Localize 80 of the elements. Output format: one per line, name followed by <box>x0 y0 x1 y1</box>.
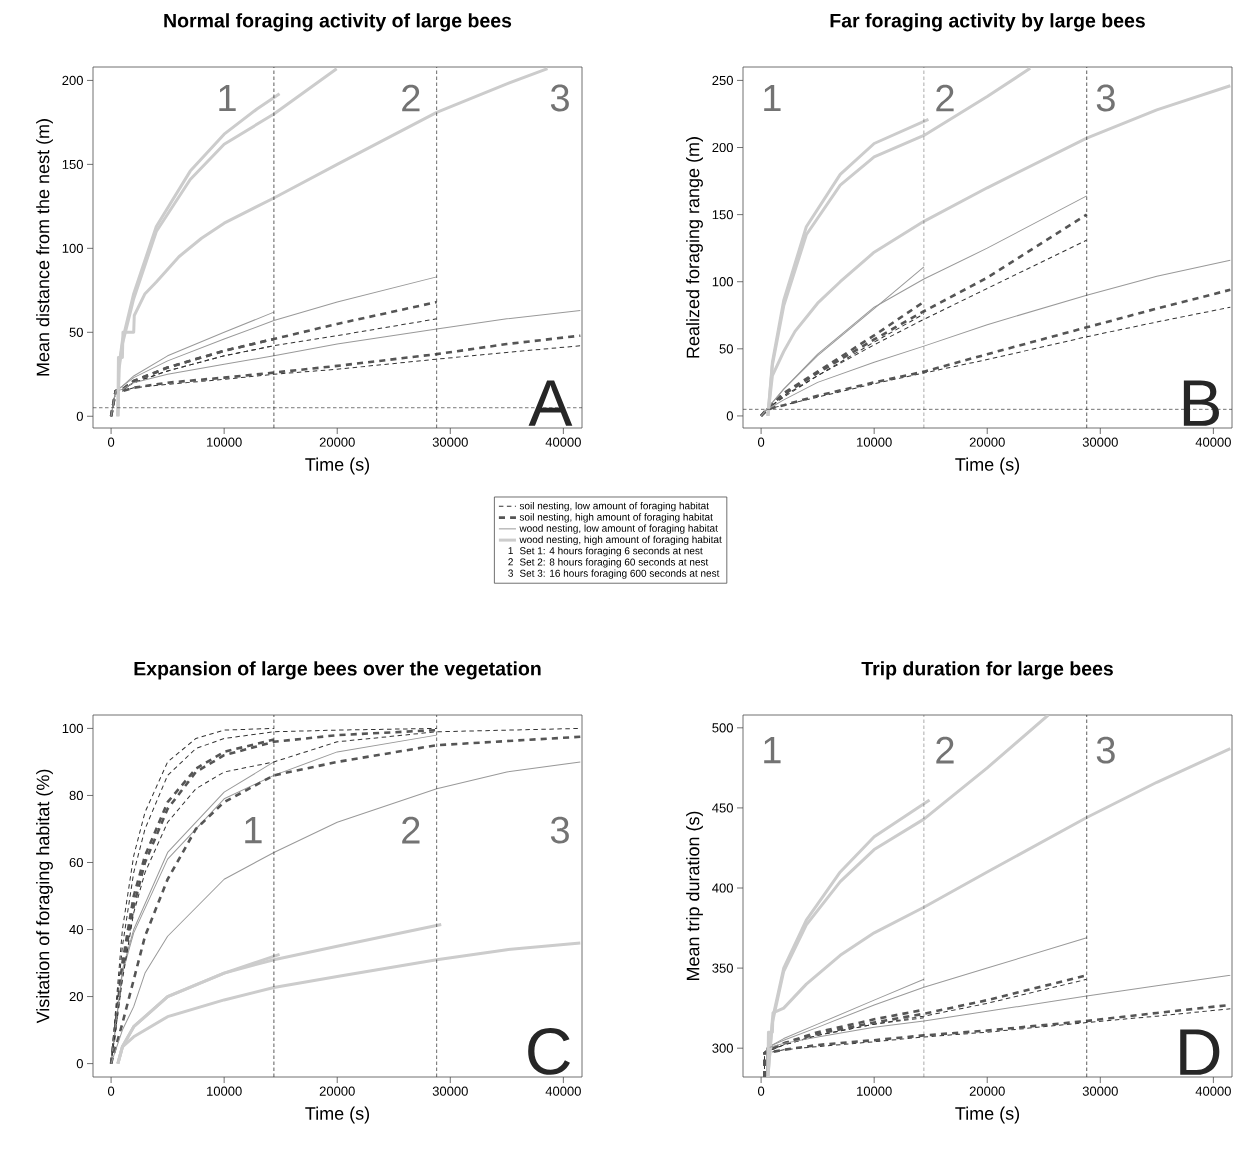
y-axis-title: Visitation of foraging habitat (%) <box>36 769 53 1024</box>
text: Set 2: 8 hours foraging 60 seconds at nest <box>519 558 709 568</box>
annotation: 3 <box>1096 736 1115 764</box>
annotation: 2 <box>402 84 420 112</box>
x-tick-label: 20000 <box>969 437 1005 447</box>
y-tick-label: 100 <box>712 277 733 287</box>
x-axis-title: Time (s) <box>305 457 370 475</box>
y-tick-label: 80 <box>69 790 83 801</box>
x-axis-title: Time (s) <box>955 1106 1020 1124</box>
y-tick-label: 200 <box>712 142 733 153</box>
annotation: 2 <box>936 736 954 764</box>
x-tick-label: 10000 <box>857 437 892 447</box>
y-tick-label: 50 <box>719 344 733 354</box>
y-tick-label: 150 <box>712 210 733 220</box>
y-tick-label: 50 <box>69 327 83 337</box>
chart-title: Expansion of large bees over the vegetation <box>134 661 541 680</box>
x-axis-title: Time (s) <box>305 1106 370 1124</box>
x-tick-label: 20000 <box>319 1086 355 1096</box>
y-tick-label: 200 <box>62 75 83 86</box>
x-tick-label: 10000 <box>207 437 242 447</box>
y-tick-label: 20 <box>69 991 83 1002</box>
annotation: 1 <box>245 817 262 844</box>
y-tick-label: 100 <box>62 723 83 734</box>
x-tick-label: 30000 <box>1082 437 1118 447</box>
y-tick-label: 500 <box>712 723 733 733</box>
legend-label: soil nesting, high amount of foraging habitat <box>519 513 713 523</box>
x-tick-label: 20000 <box>319 437 355 447</box>
x-tick-label: 40000 <box>1195 437 1231 447</box>
annotation: 3 <box>1096 84 1115 112</box>
annotation: B <box>1183 380 1219 426</box>
x-tick-label: 40000 <box>545 1086 581 1096</box>
y-axis-title: Mean distance from the nest (m) <box>36 119 53 376</box>
x-tick-label: 30000 <box>432 437 468 447</box>
chart-title: Far foraging activity by large bees <box>830 13 1145 32</box>
y-tick-label: 450 <box>712 803 733 813</box>
chart-title: Normal foraging activity of large bees <box>164 13 512 32</box>
y-tick-label: 40 <box>69 924 83 935</box>
text: 2 <box>508 558 513 566</box>
y-tick-label: 0 <box>76 1059 83 1069</box>
legend-label: wood nesting, low amount of foraging habitat <box>519 524 718 534</box>
x-tick-label: 10000 <box>207 1086 242 1096</box>
annotation: 1 <box>764 84 781 112</box>
annotation: C <box>528 1028 570 1075</box>
y-tick-label: 350 <box>712 963 733 973</box>
legend-label: soil nesting, low amount of foraging habitat <box>519 502 709 512</box>
x-tick-label: 0 <box>107 1086 115 1096</box>
y-tick-label: 250 <box>712 75 733 86</box>
y-tick-label: 150 <box>62 159 83 169</box>
y-tick-label: 300 <box>712 1043 733 1053</box>
x-axis-title: Time (s) <box>955 457 1020 475</box>
y-axis-title: Mean trip duration (s) <box>686 811 703 981</box>
text: 3 <box>508 569 513 577</box>
annotation: 2 <box>402 816 420 844</box>
y-tick-label: 0 <box>76 411 83 421</box>
y-tick-label: 60 <box>69 857 83 868</box>
x-tick-label: 10000 <box>857 1086 892 1096</box>
text: 1 <box>508 547 513 555</box>
text: Set 3: 16 hours foraging 600 seconds at nest <box>519 569 720 579</box>
annotation: 1 <box>764 737 781 764</box>
x-tick-label: 20000 <box>969 1086 1005 1096</box>
x-tick-label: 40000 <box>545 437 581 447</box>
y-axis-title: Realized foraging range (m) <box>686 137 703 358</box>
annotation: 3 <box>550 816 569 844</box>
legend-label: wood nesting, high amount of foraging habitat <box>519 535 722 546</box>
y-tick-label: 400 <box>712 883 733 893</box>
y-tick-label: 100 <box>62 243 83 253</box>
x-tick-label: 30000 <box>432 1086 468 1096</box>
y-tick-label: 0 <box>726 411 733 421</box>
x-tick-label: 0 <box>107 437 115 447</box>
chart-title: Trip duration for large bees <box>861 661 1113 680</box>
x-tick-label: 0 <box>757 437 765 447</box>
annotation: A <box>528 380 573 426</box>
annotation: D <box>1180 1029 1220 1075</box>
x-tick-label: 40000 <box>1195 1086 1231 1096</box>
x-tick-label: 30000 <box>1082 1086 1118 1096</box>
text: Set 1: 4 hours foraging 6 seconds at nest <box>519 546 703 557</box>
annotation: 1 <box>219 84 236 112</box>
annotation: 3 <box>550 84 569 112</box>
annotation: 2 <box>936 84 954 112</box>
x-tick-label: 0 <box>757 1086 765 1096</box>
